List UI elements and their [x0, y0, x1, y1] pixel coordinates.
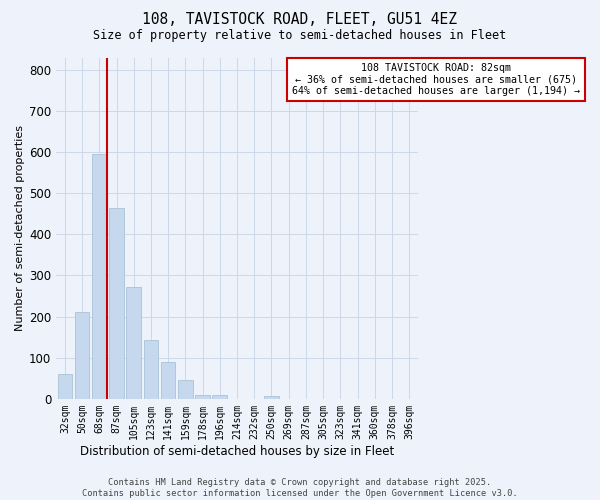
Bar — [178, 380, 193, 399]
Bar — [92, 154, 107, 399]
Bar — [109, 208, 124, 399]
Text: 108, TAVISTOCK ROAD, FLEET, GU51 4EZ: 108, TAVISTOCK ROAD, FLEET, GU51 4EZ — [143, 12, 458, 28]
Bar — [58, 374, 72, 399]
Bar — [161, 362, 175, 399]
Bar — [127, 286, 141, 399]
Text: 108 TAVISTOCK ROAD: 82sqm
← 36% of semi-detached houses are smaller (675)
64% of: 108 TAVISTOCK ROAD: 82sqm ← 36% of semi-… — [292, 62, 580, 96]
Text: Size of property relative to semi-detached houses in Fleet: Size of property relative to semi-detach… — [94, 29, 506, 42]
Bar — [143, 340, 158, 399]
Text: Contains HM Land Registry data © Crown copyright and database right 2025.
Contai: Contains HM Land Registry data © Crown c… — [82, 478, 518, 498]
Bar — [264, 396, 279, 399]
X-axis label: Distribution of semi-detached houses by size in Fleet: Distribution of semi-detached houses by … — [80, 444, 394, 458]
Y-axis label: Number of semi-detached properties: Number of semi-detached properties — [15, 125, 25, 331]
Bar — [75, 312, 89, 399]
Bar — [212, 394, 227, 399]
Bar — [195, 394, 210, 399]
